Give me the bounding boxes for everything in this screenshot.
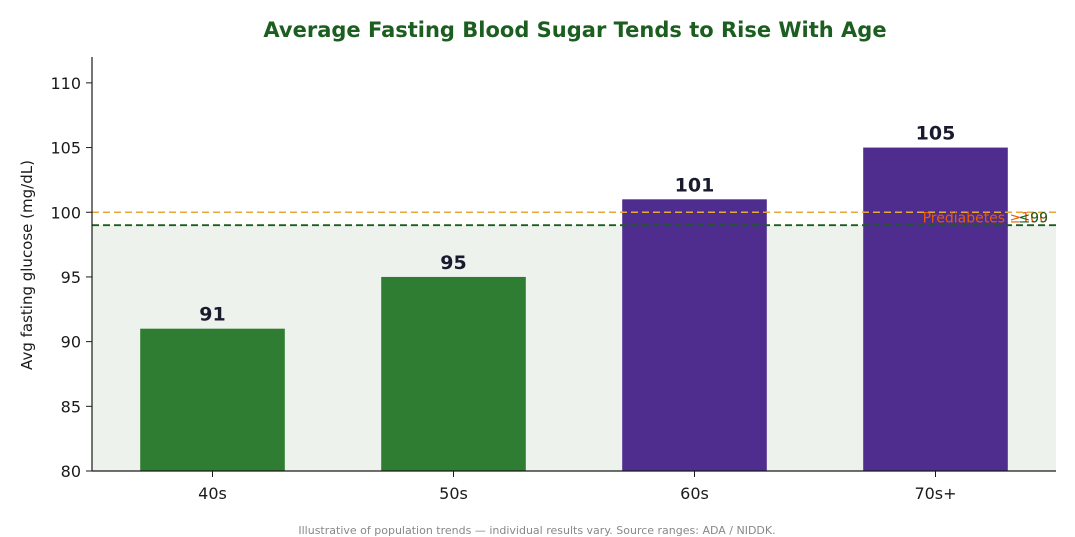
data-label-70s+: 105 [916, 123, 956, 145]
data-label-50s: 95 [440, 252, 466, 274]
y-tick-label-80: 80 [61, 462, 81, 481]
x-tick-label-60s: 60s [680, 484, 709, 503]
y-tick-label-90: 90 [61, 333, 81, 352]
data-label-60s: 101 [675, 174, 715, 196]
bar-60s [622, 199, 767, 471]
x-tick-label-70s+: 70s+ [914, 484, 956, 503]
chart-title: Average Fasting Blood Sugar Tends to Ris… [263, 18, 886, 42]
data-label-40s: 91 [199, 304, 225, 326]
x-tick-label-40s: 40s [198, 484, 227, 503]
y-tick-label-110: 110 [50, 74, 81, 93]
y-axis-label: Avg fasting glucose (mg/dL) [18, 160, 36, 370]
y-tick-label-105: 105 [50, 139, 81, 158]
reference-label-100: Prediabetes ≥100 [923, 211, 1048, 227]
plot-area: 91 95 101 105 Prediabetes ≥100≤99 80 85 90 95 100… [50, 57, 1056, 503]
x-tick-label-50s: 50s [439, 484, 468, 503]
y-tick-label-85: 85 [61, 397, 81, 416]
reference-label-99: ≤99 [1018, 211, 1048, 227]
bar-40s [140, 328, 285, 471]
bar-50s [381, 276, 526, 471]
bar-70s+ [863, 147, 1008, 471]
y-tick-label-100: 100 [50, 203, 81, 222]
footnote: Illustrative of population trends — indi… [298, 524, 775, 537]
y-tick-label-95: 95 [61, 268, 81, 287]
